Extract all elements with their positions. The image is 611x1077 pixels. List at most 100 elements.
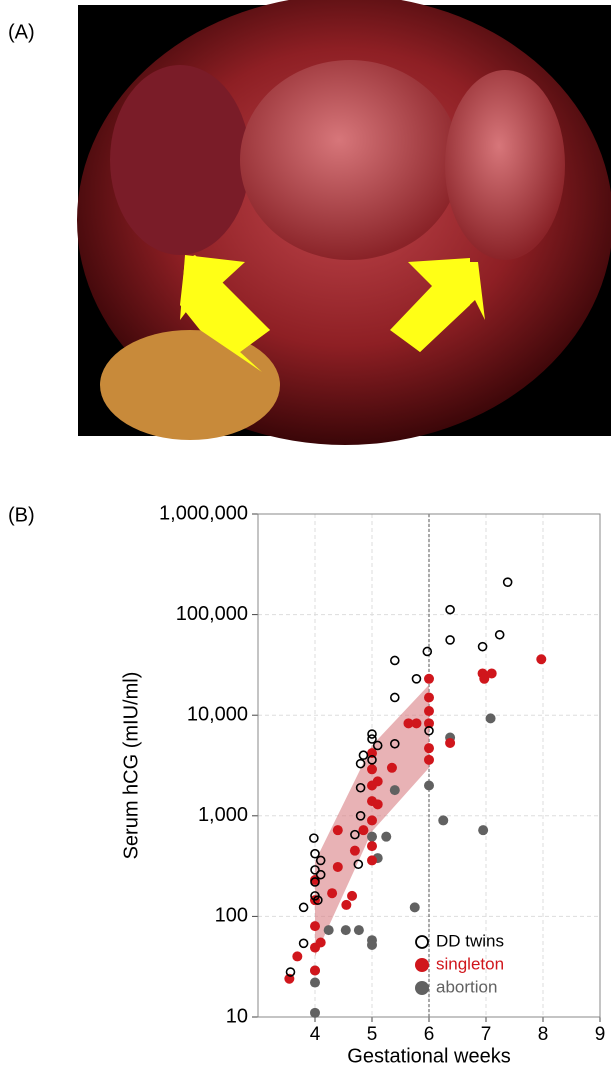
y-tick-label: 1,000	[198, 804, 248, 826]
point	[310, 1007, 320, 1018]
legend-label: singleton	[436, 954, 504, 973]
point	[310, 877, 320, 887]
legend-marker	[415, 935, 429, 949]
x-tick-label: 9	[595, 1024, 606, 1045]
point	[367, 755, 377, 765]
point	[386, 762, 397, 773]
point	[358, 825, 369, 836]
point	[424, 754, 434, 765]
x-tick-label: 8	[538, 1024, 549, 1045]
legend-marker	[415, 958, 429, 972]
point	[372, 740, 383, 751]
legend-marker	[415, 981, 429, 995]
point	[323, 925, 334, 936]
point	[478, 825, 489, 836]
point	[310, 921, 320, 932]
point	[494, 629, 505, 640]
y-axis-label: Serum hCG (mIU/ml)	[120, 672, 142, 860]
point	[372, 776, 383, 787]
point	[424, 673, 434, 684]
point	[367, 815, 377, 826]
panel-label: (A)	[8, 21, 35, 43]
x-tick-label: 4	[310, 1024, 321, 1045]
point	[424, 692, 434, 703]
point	[353, 925, 364, 936]
point	[327, 888, 338, 899]
point	[389, 738, 400, 749]
x-tick-label: 5	[367, 1024, 378, 1045]
point	[310, 865, 320, 875]
point	[411, 674, 422, 684]
photo	[77, 0, 611, 445]
point	[438, 815, 449, 826]
point	[485, 713, 496, 724]
point	[479, 673, 490, 684]
point	[367, 729, 377, 739]
point	[298, 938, 309, 949]
point	[350, 829, 360, 840]
point	[349, 845, 360, 856]
chart: 10 100 1,000 10,000 100,000 1,000,000 4 5 6 7 8 9 DD…	[120, 502, 605, 1067]
point	[367, 764, 377, 775]
point	[424, 743, 434, 754]
point	[285, 967, 296, 977]
point	[358, 750, 369, 761]
point	[389, 785, 400, 796]
point	[445, 635, 455, 645]
point	[315, 855, 326, 866]
point	[486, 668, 497, 679]
point	[367, 841, 377, 852]
point	[536, 654, 547, 665]
point	[445, 604, 455, 615]
point	[332, 861, 343, 872]
point	[292, 951, 303, 962]
x-axis-label: Gestational weeks	[347, 1045, 510, 1067]
y-tick-label: 10,000	[187, 703, 248, 725]
point	[502, 577, 513, 587]
point	[389, 692, 400, 703]
point	[340, 925, 351, 936]
point	[367, 748, 377, 759]
point	[310, 965, 320, 976]
point	[315, 937, 326, 948]
point	[367, 831, 377, 842]
point	[355, 758, 366, 769]
point	[422, 646, 433, 657]
y-tick-label: 10	[226, 1005, 248, 1027]
point	[355, 782, 366, 793]
point	[409, 902, 420, 913]
point	[313, 895, 323, 905]
point	[424, 706, 434, 717]
point	[355, 810, 366, 821]
point	[309, 833, 319, 843]
point	[445, 737, 456, 748]
point	[347, 890, 358, 901]
point	[341, 899, 352, 910]
point	[411, 718, 422, 729]
point	[381, 831, 392, 842]
point	[424, 780, 434, 791]
legend-label: abortion	[436, 977, 497, 996]
y-tick-label: 100	[215, 905, 248, 927]
legend-label: DD twins	[436, 931, 504, 950]
point	[424, 725, 434, 736]
point	[298, 902, 309, 913]
panel-label: (B)	[8, 504, 35, 526]
point	[403, 718, 414, 729]
point	[424, 718, 434, 729]
plot-frame	[257, 513, 601, 1018]
point	[310, 848, 320, 859]
x-tick-label: 6	[424, 1024, 435, 1045]
point	[367, 855, 377, 866]
point	[477, 641, 488, 652]
point	[353, 859, 364, 870]
point	[315, 869, 326, 880]
point	[367, 734, 377, 744]
point	[332, 825, 343, 836]
y-tick-label: 100,000	[176, 603, 248, 625]
point	[372, 799, 383, 810]
y-tick-label: 1,000,000	[159, 502, 248, 524]
point	[310, 977, 320, 988]
point	[389, 655, 400, 666]
